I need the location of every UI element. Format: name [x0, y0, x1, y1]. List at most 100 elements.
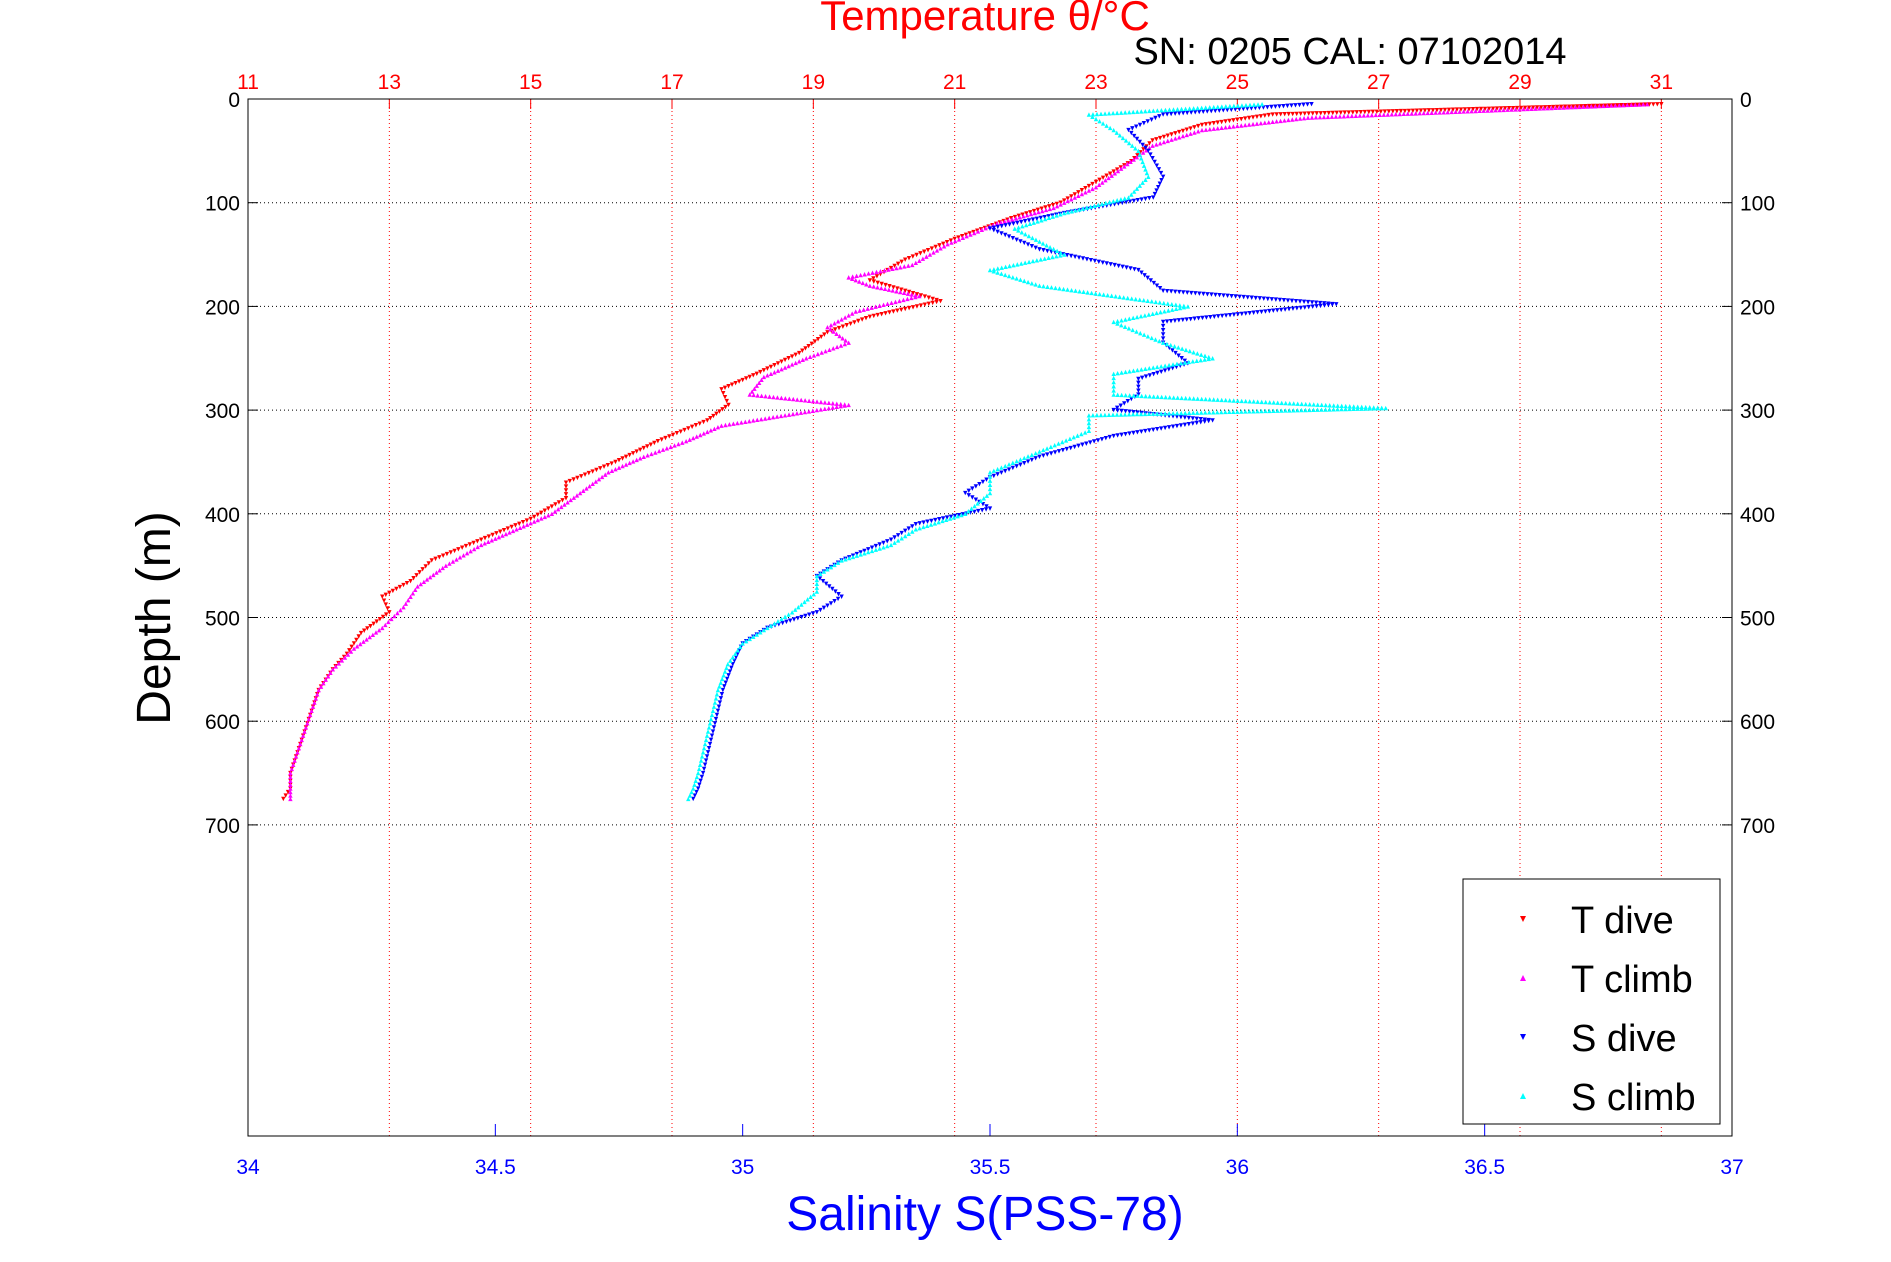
data-point [1306, 304, 1311, 310]
data-point [1194, 420, 1199, 426]
data-point [1166, 362, 1172, 368]
data-point [1187, 348, 1192, 354]
data-point [1199, 410, 1204, 415]
data-point [1147, 373, 1153, 378]
data-point [454, 557, 459, 562]
data-point [1438, 107, 1444, 113]
data-point [1062, 252, 1067, 257]
data-point [567, 478, 573, 484]
data-point [1115, 392, 1120, 397]
data-point [358, 630, 364, 636]
data-point [948, 514, 954, 520]
data-point [288, 778, 293, 784]
data-point [793, 607, 798, 612]
data-point [1375, 406, 1380, 411]
data-point [928, 522, 934, 527]
data-point [1043, 207, 1049, 213]
data-point [1050, 202, 1056, 208]
data-point [1094, 412, 1100, 418]
data-point [1195, 105, 1200, 111]
data-point [1115, 167, 1120, 172]
depth-tick-label-right: 600 [1740, 711, 1775, 734]
depth-tick-label-right: 500 [1740, 608, 1775, 631]
data-point [910, 524, 915, 529]
legend-label: T dive [1571, 900, 1674, 942]
data-point [1131, 409, 1136, 415]
data-point [826, 405, 831, 411]
data-point [1126, 109, 1132, 115]
data-point [814, 577, 820, 583]
data-point [846, 275, 851, 280]
data-point [747, 392, 752, 397]
data-point [563, 496, 569, 501]
data-point [987, 506, 993, 511]
data-point [1263, 408, 1268, 414]
data-point [1194, 358, 1199, 363]
data-point [1305, 299, 1311, 305]
data-point [1062, 200, 1067, 205]
data-point [731, 421, 736, 426]
data-point [991, 228, 997, 233]
data-point [765, 625, 770, 631]
data-point [818, 607, 823, 613]
data-point [1185, 304, 1191, 309]
data-point [623, 454, 629, 459]
data-point [587, 483, 592, 489]
data-point [1119, 370, 1124, 375]
data-point [1135, 430, 1140, 435]
data-point [1069, 287, 1074, 293]
data-point [1470, 107, 1476, 112]
data-point [434, 570, 439, 575]
data-point [1158, 309, 1163, 315]
data-point [1136, 376, 1141, 382]
data-point [1170, 411, 1176, 416]
data-point [1139, 197, 1144, 202]
data-point [763, 394, 768, 399]
data-point [552, 509, 558, 514]
data-point [1359, 406, 1364, 411]
data-point [1047, 244, 1053, 250]
data-point [995, 466, 1000, 472]
data-point [724, 398, 729, 404]
data-point [1126, 140, 1132, 146]
data-point [687, 437, 692, 442]
data-point [1067, 436, 1073, 442]
data-point [874, 269, 879, 275]
data-point [1259, 408, 1264, 414]
data-point [584, 486, 589, 491]
data-point [1362, 109, 1368, 115]
data-point [1382, 109, 1388, 114]
data-point [782, 614, 788, 619]
data-point [1135, 367, 1140, 373]
data-point [1174, 423, 1180, 429]
data-point [1601, 103, 1606, 109]
data-point [1251, 399, 1256, 404]
data-point [1542, 105, 1548, 110]
data-point [1057, 286, 1062, 291]
data-point [348, 649, 354, 654]
data-point [418, 581, 423, 587]
data-point [1263, 399, 1268, 405]
data-point [821, 569, 827, 574]
data-point [698, 432, 703, 438]
data-point [1215, 120, 1220, 125]
data-point [1143, 393, 1148, 399]
data-point [797, 359, 802, 364]
data-point [1262, 113, 1268, 118]
data-point [1231, 312, 1237, 317]
data-point [599, 474, 605, 480]
data-point [1270, 119, 1275, 125]
data-point [1125, 295, 1130, 301]
data-point [874, 274, 880, 279]
data-point [1187, 410, 1192, 416]
data-point [1129, 192, 1134, 197]
data-point [1321, 114, 1327, 120]
temperature-tick-label: 15 [519, 71, 542, 94]
data-point [1239, 398, 1244, 404]
data-point [1331, 403, 1336, 408]
data-point [751, 634, 756, 639]
data-point [1235, 117, 1240, 122]
data-point [1239, 116, 1244, 122]
data-point [1123, 369, 1128, 375]
data-point [1131, 393, 1136, 398]
